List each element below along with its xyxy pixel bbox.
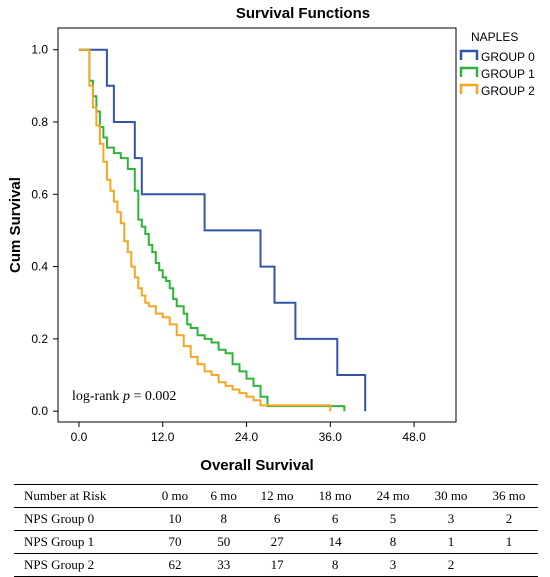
risk-table-header-cell: 24 mo (376, 488, 410, 503)
risk-table-header-cell: Number at Risk (24, 488, 107, 503)
risk-table-header: Number at Risk 0 mo 6 mo 12 mo 18 mo 24 mo 30 … (14, 484, 538, 508)
risk-row-label: NPS Group 0 (24, 511, 95, 526)
risk-row-label: NPS Group 1 (24, 534, 95, 549)
y-tick-label: 0.0 (31, 404, 48, 418)
x-tick-label: 24.0 (235, 430, 259, 444)
y-tick-label: 0.2 (31, 332, 48, 346)
risk-cell: 1 (447, 534, 455, 549)
risk-cell: 14 (328, 534, 342, 549)
risk-cell: 2 (505, 511, 513, 526)
risk-cell: 50 (217, 534, 231, 549)
y-axis-label: Cum Survival (7, 177, 24, 273)
risk-cell: 17 (270, 557, 284, 572)
risk-cell: 62 (168, 557, 182, 572)
legend-swatch-group-1 (459, 66, 479, 77)
risk-row-label: NPS Group 2 (24, 557, 95, 572)
series-line-group-1 (78, 48, 346, 412)
risk-cell: 8 (220, 511, 227, 526)
y-tick-label: 1.0 (31, 43, 48, 57)
legend-swatch-group-2 (459, 83, 479, 94)
survival-chart: Survival Functions 0.0 12.0 24.0 36.0 48.00.… (7, 5, 535, 474)
log-rank-value: = 0.002 (133, 389, 176, 404)
risk-cell: 10 (168, 511, 182, 526)
log-rank-annotation: log-rank p = 0.002 (72, 389, 176, 404)
risk-cell: 6 (331, 511, 339, 526)
y-tick-label: 0.6 (31, 187, 48, 201)
risk-cell: 3 (447, 511, 455, 526)
risk-cell: 2 (447, 557, 455, 572)
log-rank-prefix: log-rank (72, 389, 123, 404)
risk-cell: 70 (168, 534, 182, 549)
risk-table-header-cell: 18 mo (318, 488, 352, 503)
risk-table-header-cell: 36 mo (492, 488, 526, 503)
series-line-group-0 (78, 48, 367, 412)
plot-frame (57, 27, 457, 423)
y-tick-label: 0.4 (31, 260, 48, 274)
legend-label-group-0: GROUP 0 (481, 50, 535, 64)
x-tick-label: 12.0 (151, 430, 175, 444)
risk-cell (480, 554, 538, 577)
x-tick-label: 0.0 (71, 430, 88, 444)
legend-label-group-1: GROUP 1 (481, 67, 535, 81)
risk-cell: 5 (389, 511, 397, 526)
risk-cell: 33 (217, 557, 231, 572)
axes: 0.0 12.0 24.0 36.0 48.0 0.0 0.2 0.4 0.6 0.8 1.0 (31, 43, 426, 444)
legend-label-group-2: GROUP 2 (481, 84, 535, 98)
series-line-group-2 (78, 48, 332, 412)
risk-table-header-cell: 12 mo (260, 488, 294, 503)
risk-cell: 3 (389, 557, 397, 572)
risk-cell: 8 (331, 557, 339, 572)
legend: NAPLES GROUP 0 GROUP 1 GROUP 2 (459, 30, 535, 98)
risk-cell: 27 (270, 534, 284, 549)
legend-swatch-group-0 (459, 49, 479, 60)
y-tick-label: 0.8 (31, 115, 48, 129)
x-axis-label: Overall Survival (200, 457, 313, 474)
risk-cell: 6 (273, 511, 281, 526)
risk-table-header-cell: 6 mo (210, 488, 237, 503)
risk-table-row: NPS Group 1 70 50 27 14 8 1 1 (14, 531, 538, 554)
series-layer (78, 48, 367, 412)
x-tick-label: 48.0 (402, 430, 426, 444)
risk-table-row: NPS Group 0 10 8 6 6 5 3 2 (14, 508, 538, 531)
risk-table-header-cell: 30 mo (434, 488, 468, 503)
risk-cell: 1 (505, 534, 513, 549)
risk-cell: 8 (389, 534, 397, 549)
chart-title: Survival Functions (236, 5, 370, 22)
risk-table-row: NPS Group 2 62 33 17 8 3 2 (14, 554, 538, 577)
log-rank-p: p (122, 389, 130, 404)
number-at-risk-table: Number at Risk 0 mo 6 mo 12 mo 18 mo 24 mo 30 … (14, 484, 538, 577)
risk-table-header-cell: 0 mo (161, 488, 189, 503)
legend-title: NAPLES (471, 30, 518, 44)
x-tick-label: 36.0 (319, 430, 343, 444)
